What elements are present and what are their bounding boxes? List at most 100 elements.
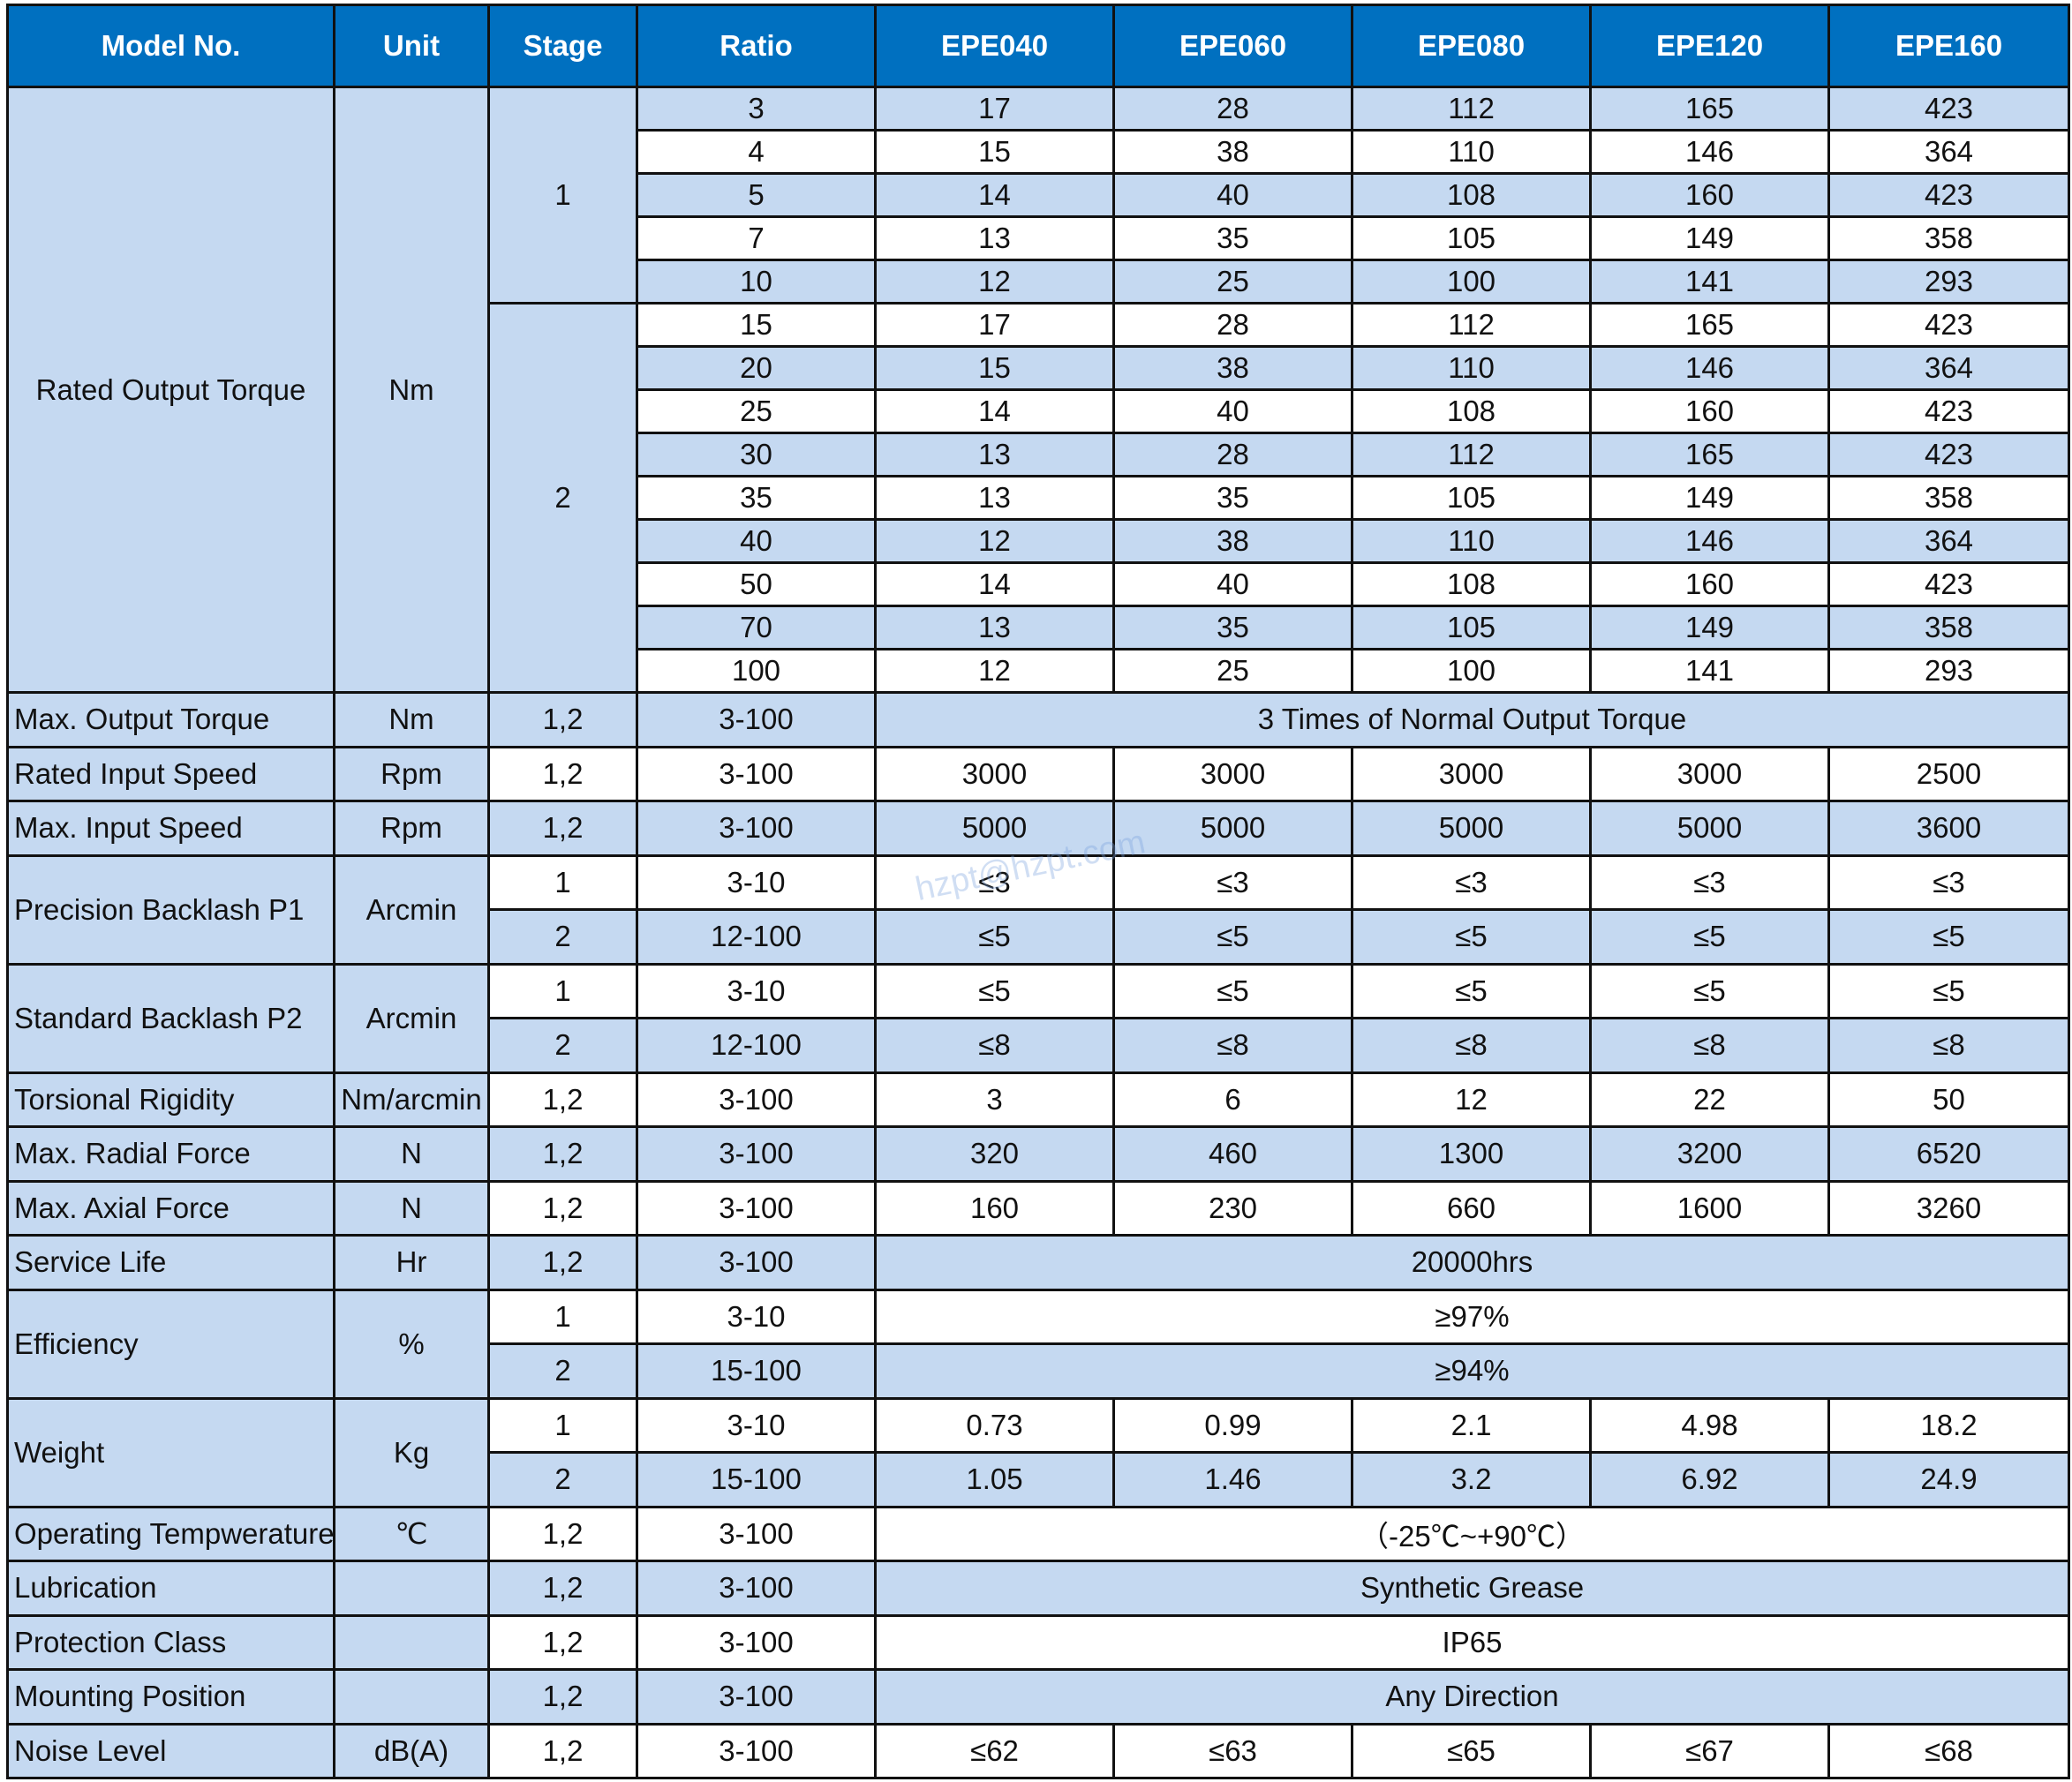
table-row: Lubrication 1,2 3-100 Synthetic Grease (6, 1560, 2070, 1617)
value-cell: ≤8 (1589, 1017, 1830, 1074)
ratio-cell: 3-100 (636, 1722, 877, 1779)
value-cell: 149 (1589, 215, 1830, 261)
stage-cell: 1 (487, 962, 638, 1019)
value-cell: 3000 (1351, 745, 1592, 802)
value-cell: ≤5 (1589, 908, 1830, 966)
column-header: EPE120 (1589, 4, 1830, 88)
value-cell: 423 (1827, 172, 2070, 218)
value-cell: 40 (1112, 561, 1353, 607)
value-cell: 12 (1351, 1071, 1592, 1128)
value-cell: 105 (1351, 215, 1592, 261)
value-cell: 3000 (1112, 745, 1353, 802)
value-cell: ≤3 (1351, 853, 1592, 911)
value-cell: 146 (1589, 129, 1830, 175)
ratio-cell: 3-100 (636, 1560, 877, 1617)
value-cell: 40 (1112, 388, 1353, 434)
ratio-cell: 15-100 (636, 1451, 877, 1508)
value-cell: ≤3 (874, 853, 1115, 911)
ratio-cell: 3-100 (636, 1668, 877, 1726)
value-cell: 165 (1589, 86, 1830, 132)
table-row: Max. Axial Force N 1,2 3-100 160 230 660 1600 32… (6, 1179, 2070, 1237)
value-cell: 3.2 (1351, 1451, 1592, 1508)
ratio-cell: 7 (636, 215, 877, 261)
value-cell: ≤63 (1112, 1722, 1353, 1779)
value-cell: 5000 (1351, 800, 1592, 857)
stage-cell: 2 (487, 1017, 638, 1074)
unit-cell (333, 1613, 490, 1671)
value-cell: 28 (1112, 302, 1353, 348)
value-cell: 160 (1589, 172, 1830, 218)
row-label: Max. Input Speed (6, 800, 335, 857)
value-cell: 3000 (1589, 745, 1830, 802)
row-label: Noise Level (6, 1722, 335, 1779)
value-cell: ≤62 (874, 1722, 1115, 1779)
value-cell: 38 (1112, 518, 1353, 564)
stage-cell: 2 (487, 1342, 638, 1400)
table-row: Protection Class 1,2 3-100 IP65 (6, 1613, 2070, 1671)
ratio-cell: 3-100 (636, 1505, 877, 1562)
table-row: Rated Output Torque Nm 1 3 17 28 112 165 423 (6, 86, 2070, 694)
value-cell: 12 (874, 648, 1115, 694)
value-cell: ≤65 (1351, 1722, 1592, 1779)
value-cell: 160 (1589, 388, 1830, 434)
value-cell: 460 (1112, 1125, 1353, 1183)
row-label: Max. Axial Force (6, 1179, 335, 1237)
value-cell: 13 (874, 432, 1115, 477)
unit-cell: Nm (333, 86, 490, 694)
stage-cell: 1,2 (487, 1071, 638, 1128)
table-row: Precision Backlash P1 Arcmin 1 3-10 ≤3 ≤3 ≤3 ≤3… (6, 853, 2070, 966)
unit-cell: Hr (333, 1234, 490, 1291)
table-row: Standard Backlash P2 Arcmin 1 3-10 ≤5 ≤5 ≤5 ≤5 ≤… (6, 962, 2070, 1074)
value-cell: ≤5 (1827, 908, 2070, 966)
table-row: 35 13 35 105 149 358 (8, 475, 2070, 521)
value-cell: 165 (1589, 302, 1830, 348)
value-cell: 149 (1589, 605, 1830, 650)
value-cell: 17 (874, 86, 1115, 132)
stage-cell: 1,2 (487, 691, 638, 748)
ratio-cell: 3-10 (636, 962, 877, 1019)
unit-cell: Arcmin (333, 853, 490, 966)
ratio-cell: 3-10 (636, 853, 877, 911)
ratio-cell: 3 (636, 86, 877, 132)
value-cell: 14 (874, 561, 1115, 607)
value-cell: 165 (1589, 432, 1830, 477)
column-header: EPE160 (1827, 4, 2070, 88)
value-cell: 25 (1112, 648, 1353, 694)
stage-cell: 1,2 (487, 1668, 638, 1726)
row-label: Max. Radial Force (6, 1125, 335, 1183)
value-cell: 13 (874, 215, 1115, 261)
value-cell: 1300 (1351, 1125, 1592, 1183)
value-cell: 146 (1589, 518, 1830, 564)
column-header: EPE060 (1112, 4, 1353, 88)
table-row: 70 13 35 105 149 358 (8, 605, 2070, 650)
table-row: Mounting Position 1,2 3-100 Any Direction (6, 1668, 2070, 1726)
value-cell: 3200 (1589, 1125, 1830, 1183)
ratio-cell: 3-100 (636, 691, 877, 748)
row-label: Weight (6, 1396, 335, 1508)
value-cell: 358 (1827, 475, 2070, 521)
value-cell: 38 (1112, 129, 1353, 175)
value-cell: 25 (1112, 259, 1353, 305)
value-cell: 6520 (1827, 1125, 2070, 1183)
table-row: 50 14 40 108 160 423 (8, 561, 2070, 607)
row-label: Max. Output Torque (6, 691, 335, 748)
row-label: Protection Class (6, 1613, 335, 1671)
stage-cell: 1 (487, 1288, 638, 1345)
value-cell: 35 (1112, 215, 1353, 261)
ratio-cell: 12-100 (636, 1017, 877, 1074)
unit-cell: Nm (333, 691, 490, 748)
ratio-cell: 12-100 (636, 908, 877, 966)
value-cell: ≤3 (1589, 853, 1830, 911)
value-cell: 364 (1827, 345, 2070, 391)
ratio-cell: 5 (636, 172, 877, 218)
value-cell: 5000 (1589, 800, 1830, 857)
table-row: 2 12-100 ≤5 ≤5 ≤5 ≤5 ≤5 (8, 908, 2070, 966)
table-row: 2 15-100 1.05 1.46 3.2 6.92 24.9 (8, 1451, 2070, 1508)
value-cell: 1.05 (874, 1451, 1115, 1508)
table-row: 2 12-100 ≤8 ≤8 ≤8 ≤8 ≤8 (8, 1017, 2070, 1074)
value-cell: 15 (874, 345, 1115, 391)
table-row: 5 14 40 108 160 423 (8, 172, 2070, 218)
unit-cell: Rpm (333, 800, 490, 857)
merged-value-cell: 20000hrs (874, 1234, 2070, 1291)
value-cell: 5000 (874, 800, 1115, 857)
